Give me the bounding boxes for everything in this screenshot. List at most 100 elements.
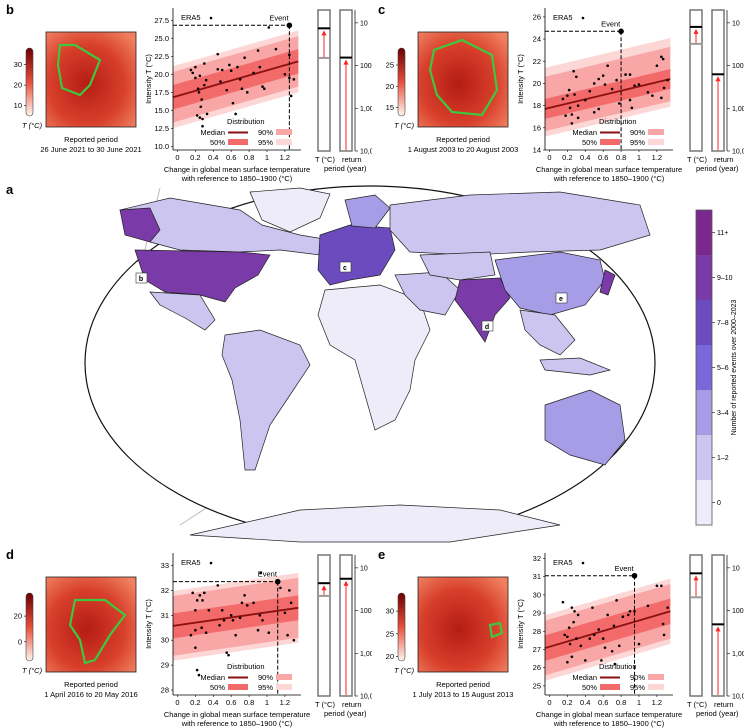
data-point [633,84,636,87]
legend-50-swatch [228,139,248,145]
y-tick-label: 28 [533,627,541,636]
event-marker-label: c [343,265,347,272]
return-period-tick-label: 1,000 [732,651,744,658]
data-point [267,631,271,635]
data-point [588,89,592,93]
data-point [263,87,266,91]
data-point [630,106,634,110]
data-point [256,628,260,632]
legend-median-label: Median [572,673,597,682]
data-point [655,64,659,67]
x-tick-label: 0.6 [598,153,608,162]
region-russia [389,191,651,256]
legend-95-label: 95% [258,138,273,147]
data-point [606,613,609,617]
data-point [637,83,641,86]
data-point [194,628,197,632]
event-marker-d [481,320,494,332]
colorbar-tick-label: 15 [386,103,394,112]
data-point [245,91,249,94]
data-point [592,82,596,85]
reported-period-dates: 1 July 2013 to 15 August 2013 [413,690,514,699]
legend-frame [695,209,713,526]
data-point [243,56,246,60]
data-point [583,659,587,662]
data-point [289,601,293,605]
data-point [615,78,618,82]
legend-category-label: 5–6 [717,365,729,372]
temperature-colorbar [397,47,406,117]
bar-label-left: T (°C) [687,700,707,709]
data-point [216,67,220,71]
bar-label-right-2: period (year) [324,709,367,718]
data-point [195,668,199,672]
data-point [621,615,625,619]
data-point [231,618,235,622]
legend-95-swatch [276,139,292,145]
data-point [570,113,574,116]
data-point [646,91,650,94]
arrow-head-icon [343,580,349,586]
data-point [243,594,246,597]
y-tick-label: 14 [533,146,541,155]
panel-e: e 20 25 30 T (°C) Reported period 1 July 2013 … [372,545,744,728]
data-point [561,600,565,604]
reported-period-dates: 26 June 2021 to 30 June 2021 [40,145,141,154]
data-point [617,102,621,105]
data-point [610,650,614,653]
region-mexico [149,291,216,331]
y-axis-label: Intensity T (°C) [516,54,525,104]
legend-swatch-3 [696,345,712,390]
return-period-tick-label: 10,000 [732,694,744,701]
legend-95-label: 95% [630,138,645,147]
return-period-tick-label: 10,000 [360,694,372,701]
event-label: Event [258,570,278,579]
data-point [189,633,193,637]
y-tick-label: 12.5 [154,124,169,133]
x-tick-label: 0.4 [580,698,590,707]
legend-50-label: 50% [582,138,597,147]
bar-label-left: T (°C) [687,155,707,164]
data-point [573,609,576,613]
data-point [225,651,229,654]
data-point [567,626,571,629]
y-tick-label: 26 [533,12,541,21]
legend-title: Number of reported events over 2000–2023 [731,299,738,435]
data-point [601,637,605,640]
legend-50-swatch [228,684,248,690]
intensity-change-bar [317,554,331,697]
y-tick-label: 27.5 [154,16,169,25]
region-se-asia [519,309,576,356]
data-point [612,624,616,628]
colorbar-tick-label: 20 [386,82,394,91]
data-point [576,116,580,120]
data-point [238,78,242,81]
data-point [597,628,601,631]
data-point [189,68,193,72]
data-point [563,633,566,637]
data-point [203,591,206,595]
study-region-outline [488,621,504,639]
x-tick-label: 0 [547,153,551,162]
event-point [618,28,624,35]
x-tick-label: 1 [265,153,269,162]
legend-swatch-5 [696,255,712,300]
study-region-outline [68,598,127,665]
data-point [201,124,204,128]
data-point [566,660,569,664]
bar-label-left: T (°C) [315,700,335,709]
legend-median-label: Median [572,128,597,137]
intensity-chart: Event ERA5 28 29 30 31 32 33 0 0.2 0.4 0.6 0.8 1 1.2 In… [144,553,310,728]
legend-50-label: 50% [582,683,597,692]
data-point [228,63,231,67]
data-point [240,87,244,91]
data-point [195,599,199,602]
data-point [292,638,296,642]
data-point [258,613,262,617]
y-tick-label: 25.0 [154,34,169,43]
event-marker-label: b [139,276,143,283]
region-central-asia [419,251,496,281]
